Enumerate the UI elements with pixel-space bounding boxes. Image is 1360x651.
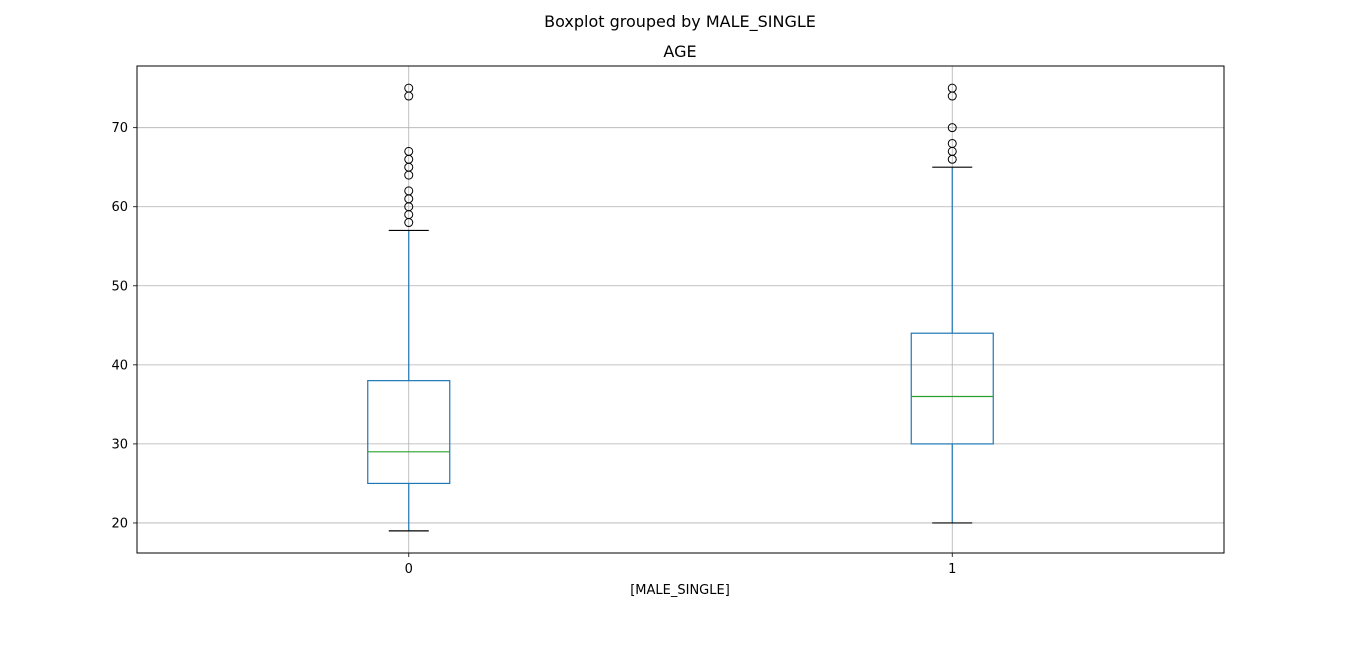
chart-suptitle: Boxplot grouped by MALE_SINGLE: [544, 12, 816, 32]
chart-title: AGE: [663, 42, 696, 61]
outlier-point: [404, 83, 414, 93]
y-tick-label: 40: [111, 358, 128, 373]
box-iqr: [910, 332, 994, 445]
x-tick-label: 1: [948, 562, 956, 577]
outlier-point: [404, 146, 414, 156]
y-tick-label: 70: [111, 121, 128, 136]
outlier-point: [404, 186, 414, 196]
outlier-point: [947, 138, 957, 148]
outlier-point: [947, 83, 957, 93]
outlier-point: [947, 123, 957, 133]
y-tick-label: 30: [111, 437, 128, 452]
x-axis-label: [MALE_SINGLE]: [630, 583, 730, 598]
plot-frame: [136, 65, 1225, 554]
plot-area: 20 30 40 50 60 70 0 1: [111, 65, 1225, 577]
box-iqr: [367, 380, 451, 485]
y-tick-label: 20: [111, 516, 128, 531]
y-tick-label: 50: [111, 279, 128, 294]
x-tick-label: 0: [405, 562, 413, 577]
y-tick-label: 60: [111, 200, 128, 215]
